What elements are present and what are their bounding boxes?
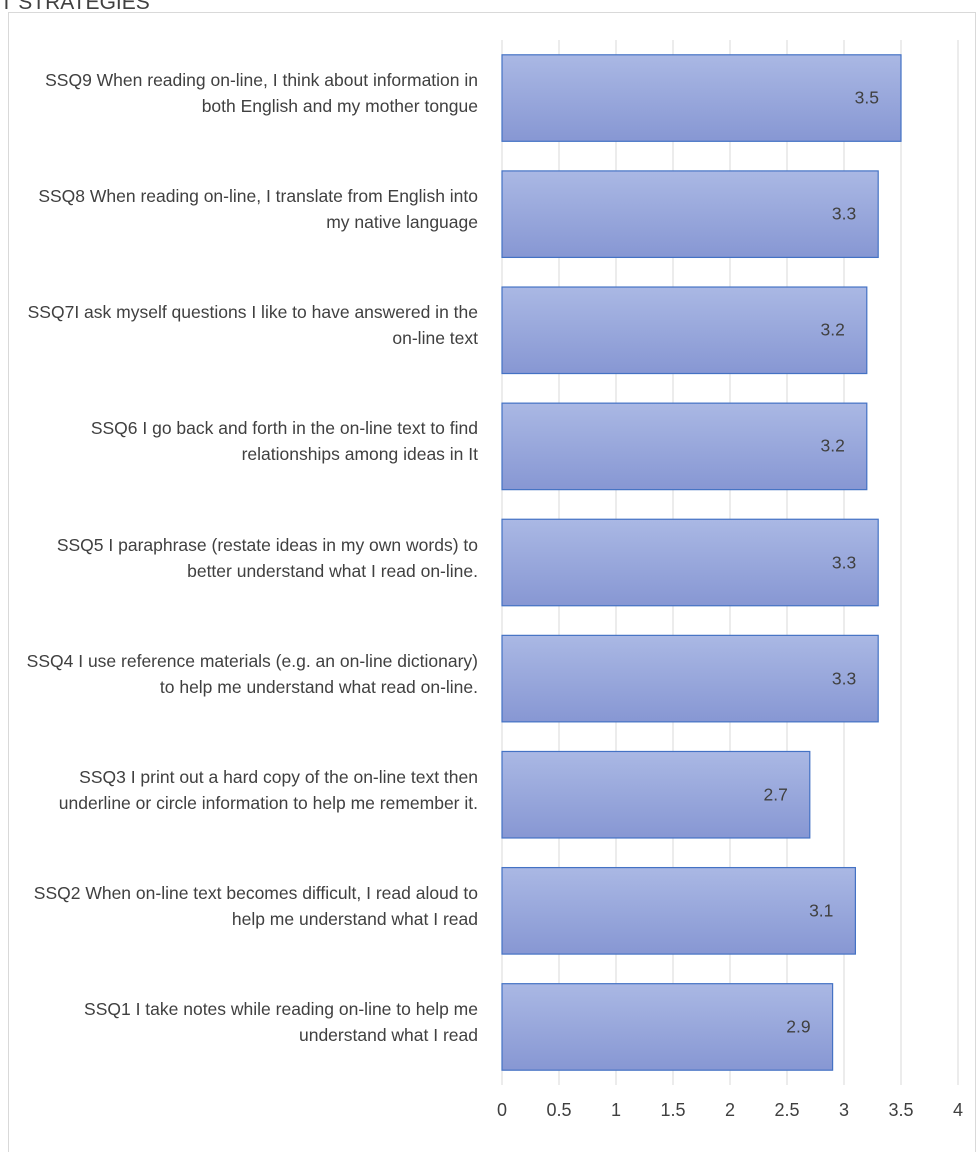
x-tick-label: 3	[838, 1100, 850, 1120]
category-label: SSQ6 I go back and forth in the on-line …	[90, 418, 478, 465]
bar	[501, 983, 834, 1071]
bar-data-label: 3.3	[831, 203, 857, 224]
category-label: SSQ4 I use reference materials (e.g. an …	[26, 650, 478, 697]
bar	[501, 54, 902, 142]
page-title: T STRATEGIES	[0, 0, 150, 14]
x-tick-label: 1	[610, 1100, 622, 1120]
x-tick-label: 0	[496, 1100, 508, 1120]
bar	[501, 634, 879, 723]
bar	[501, 518, 879, 607]
bar-data-label: 2.7	[763, 784, 788, 805]
category-label: SSQ2 When on-line text becomes difficult…	[33, 882, 478, 929]
chart-frame	[8, 12, 976, 1152]
category-label: SSQ5 I paraphrase (restate ideas in my o…	[56, 534, 478, 581]
bar-data-label: 3.5	[854, 87, 879, 108]
bar-data-label: 3.2	[820, 435, 845, 456]
category-label: SSQ8 When reading on-line, I translate f…	[38, 186, 478, 233]
bar	[501, 170, 879, 259]
category-label: SSQ7I ask myself questions I like to hav…	[27, 302, 478, 349]
bar-data-label: 3.3	[831, 552, 857, 572]
x-tick-label: 3.5	[888, 1100, 914, 1120]
bars	[501, 54, 902, 1071]
bar	[501, 750, 811, 839]
x-tick-label: 0.5	[546, 1100, 572, 1120]
bar-data-label: 3.2	[820, 319, 845, 340]
category-label: SSQ1 I take notes while reading on-line …	[84, 998, 478, 1045]
bar-data-label: 3.3	[831, 668, 857, 689]
category-label: SSQ9 When reading on-line, I think about…	[45, 70, 478, 117]
x-tick-label: 2	[724, 1100, 736, 1120]
bar-data-label: 3.1	[809, 900, 834, 921]
bar	[501, 286, 868, 375]
bar-data-label: 2.9	[786, 1016, 811, 1037]
x-tick-label: 4	[952, 1100, 964, 1120]
bar	[501, 402, 868, 491]
category-label: SSQ3 I print out a hard copy of the on-l…	[58, 766, 478, 813]
x-tick-label: 2.5	[774, 1100, 800, 1120]
bar	[501, 866, 856, 955]
x-tick-label: 1.5	[660, 1100, 686, 1120]
